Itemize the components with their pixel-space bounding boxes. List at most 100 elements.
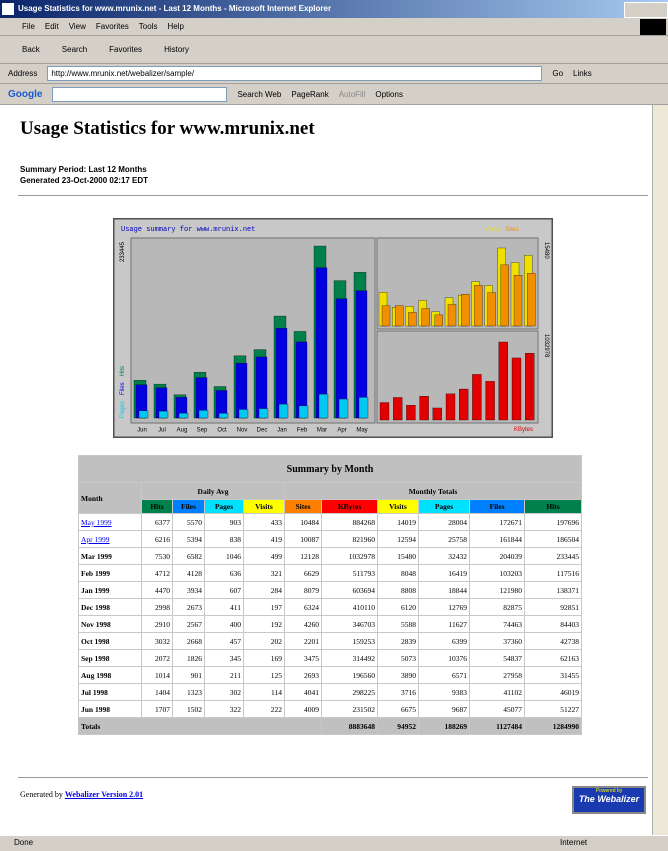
- address-input[interactable]: http://www.mrunix.net/webalizer/sample/: [47, 66, 542, 81]
- column-header: Visits: [378, 500, 419, 514]
- value-cell: 903: [205, 514, 244, 531]
- value-cell: 321: [244, 565, 285, 582]
- value-cell: 7530: [142, 548, 173, 565]
- pagerank[interactable]: PageRank: [291, 90, 328, 99]
- value-cell: 37360: [470, 633, 525, 650]
- windows-logo: [640, 19, 666, 35]
- autofill-button[interactable]: AutoFill: [339, 90, 366, 99]
- bar-sites: [501, 265, 509, 326]
- value-cell: 222: [244, 701, 285, 718]
- month-link[interactable]: May 1999: [81, 518, 112, 527]
- toolbar-button[interactable]: Back: [22, 45, 40, 54]
- address-label: Address: [8, 69, 37, 78]
- total-cell: 94952: [378, 718, 419, 735]
- menu-bar: File Edit View Favorites Tools Help: [0, 18, 668, 36]
- value-cell: 74463: [470, 616, 525, 633]
- column-header: Visits: [244, 500, 285, 514]
- window-controls[interactable]: [624, 2, 668, 18]
- window-title: Usage Statistics for www.mrunix.net - La…: [0, 4, 331, 13]
- value-cell: 1046: [205, 548, 244, 565]
- value-cell: 1323: [173, 684, 205, 701]
- google-toolbar: Google Search Web PageRank AutoFill Opti…: [0, 84, 668, 105]
- value-cell: 18844: [419, 582, 470, 599]
- value-cell: 121980: [470, 582, 525, 599]
- legend-entry: Sites: [505, 227, 518, 233]
- value-cell: 10376: [419, 650, 470, 667]
- toolbar-button[interactable]: History: [164, 45, 189, 54]
- security-zone: Internet: [560, 836, 587, 850]
- value-cell: 103203: [470, 565, 525, 582]
- divider: [18, 195, 648, 196]
- menu-item[interactable]: Help: [167, 22, 183, 31]
- total-cell: 1284990: [525, 718, 582, 735]
- value-cell: 346703: [322, 616, 378, 633]
- value-cell: 419: [244, 531, 285, 548]
- menu-item[interactable]: View: [69, 22, 86, 31]
- column-header: KBytes: [322, 500, 378, 514]
- value-cell: 2910: [142, 616, 173, 633]
- status-bar: Done Internet: [0, 835, 668, 851]
- google-logo[interactable]: Google: [8, 89, 42, 100]
- value-cell: 901: [173, 667, 205, 684]
- value-cell: 62163: [525, 650, 582, 667]
- value-cell: 3032: [142, 633, 173, 650]
- value-cell: 6399: [419, 633, 470, 650]
- value-cell: 2201: [285, 633, 322, 650]
- value-cell: 197: [244, 599, 285, 616]
- value-cell: 211: [205, 667, 244, 684]
- month-row: Oct 199830322668457202220115925328396399…: [79, 633, 582, 650]
- toolbar: Back Search Favorites History: [0, 36, 668, 64]
- value-cell: 4009: [285, 701, 322, 718]
- value-cell: 12594: [378, 531, 419, 548]
- value-cell: 172671: [470, 514, 525, 531]
- month-row: Aug 199810149012111252693196560389065712…: [79, 667, 582, 684]
- value-cell: 32432: [419, 548, 470, 565]
- value-cell: 1032978: [322, 548, 378, 565]
- google-search-input[interactable]: [52, 87, 227, 102]
- column-header: Pages: [205, 500, 244, 514]
- links-button[interactable]: Links: [573, 69, 592, 78]
- table-title: Summary by Month: [79, 456, 582, 483]
- webalizer-link[interactable]: Webalizer Version 2.01: [65, 790, 143, 799]
- options-button[interactable]: Options: [375, 90, 403, 99]
- bar-sites: [527, 273, 535, 326]
- month-cell: Jun 1998: [79, 701, 142, 718]
- month-row: Apr 199962165394838419100878219601259425…: [79, 531, 582, 548]
- scrollbar[interactable]: [652, 105, 668, 835]
- webalizer-logo[interactable]: Powered by The Webalizer: [572, 786, 646, 814]
- bar-sites: [461, 294, 469, 326]
- x-tick-label: Nov: [237, 428, 248, 434]
- value-cell: 8079: [285, 582, 322, 599]
- search-web-button[interactable]: Search Web: [237, 90, 281, 99]
- value-cell: 6675: [378, 701, 419, 718]
- x-tick-label: Jan: [277, 428, 287, 434]
- value-cell: 10484: [285, 514, 322, 531]
- value-cell: 46019: [525, 684, 582, 701]
- value-cell: 192: [244, 616, 285, 633]
- toolbar-button[interactable]: Search: [62, 45, 87, 54]
- menu-item[interactable]: File: [22, 22, 35, 31]
- menu-item[interactable]: Tools: [139, 22, 158, 31]
- bar-pages: [299, 406, 308, 418]
- value-cell: 6120: [378, 599, 419, 616]
- address-bar: Address http://www.mrunix.net/webalizer/…: [0, 64, 668, 84]
- go-button[interactable]: Go: [552, 69, 563, 78]
- menu-item[interactable]: Edit: [45, 22, 59, 31]
- value-cell: 457: [205, 633, 244, 650]
- value-cell: 4260: [285, 616, 322, 633]
- month-row: Jun 199817071502322222400923150266759687…: [79, 701, 582, 718]
- menu-item[interactable]: Favorites: [96, 22, 129, 31]
- x-tick-label: Jul: [158, 428, 166, 434]
- month-link[interactable]: Apr 1999: [81, 535, 110, 544]
- total-cell: 188269: [419, 718, 470, 735]
- total-cell: 1127484: [470, 718, 525, 735]
- value-cell: 6377: [142, 514, 173, 531]
- bar-kbytes: [406, 405, 415, 420]
- column-header: Hits: [525, 500, 582, 514]
- toolbar-button[interactable]: Favorites: [109, 45, 142, 54]
- value-cell: 5570: [173, 514, 205, 531]
- value-cell: 1707: [142, 701, 173, 718]
- bar-sites: [435, 315, 443, 326]
- bar-pages: [219, 413, 228, 418]
